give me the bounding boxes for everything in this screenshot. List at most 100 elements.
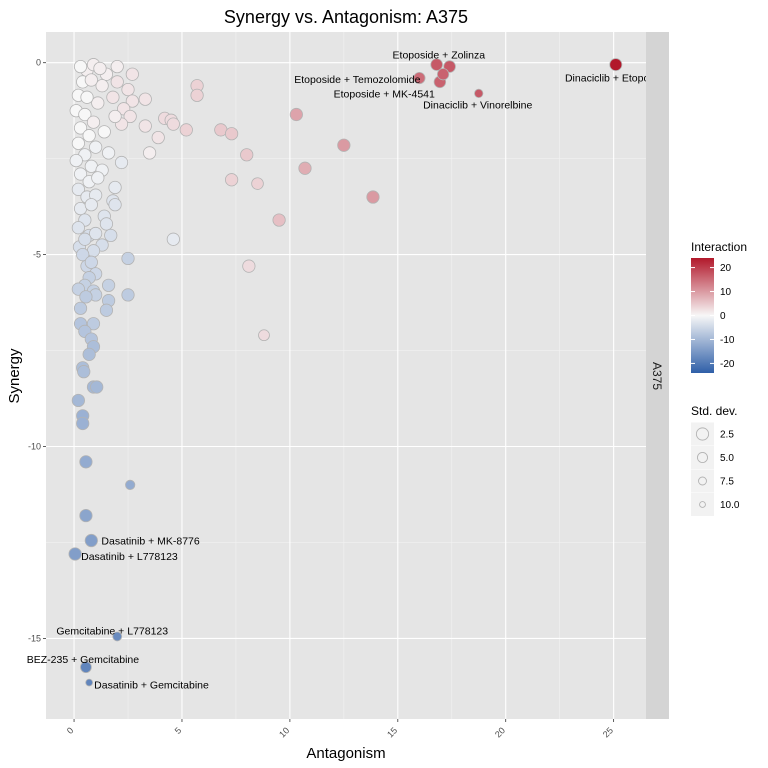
size-key-label: 7.5 xyxy=(720,477,734,488)
colorbar-label: 0 xyxy=(720,311,726,322)
annotation-label: Dasatinib + Gemcitabine xyxy=(94,679,209,691)
facet-label: A375 xyxy=(650,362,664,390)
size-key-box xyxy=(691,446,714,469)
data-point xyxy=(251,177,264,190)
data-point xyxy=(108,109,122,124)
data-point xyxy=(240,148,254,162)
data-point xyxy=(79,508,93,523)
x-tick-label: 0 xyxy=(65,725,76,736)
x-axis-title: Antagonism xyxy=(306,745,385,762)
x-tick-label: 5 xyxy=(173,725,184,736)
data-point xyxy=(91,171,105,185)
data-point xyxy=(106,90,120,104)
data-point xyxy=(97,125,111,139)
grid-lines xyxy=(46,32,646,719)
data-point xyxy=(73,121,88,135)
data-point xyxy=(99,303,114,317)
data-point xyxy=(68,547,82,561)
data-point xyxy=(82,347,96,361)
x-axis: 0 5 10 15 20 25 xyxy=(65,719,615,739)
data-point xyxy=(76,248,90,262)
data-point xyxy=(77,365,91,379)
data-point xyxy=(151,130,165,145)
data-point xyxy=(71,221,85,235)
size-key-box xyxy=(691,469,714,493)
size-key-box xyxy=(691,493,714,516)
data-point xyxy=(73,301,88,315)
data-point xyxy=(110,59,124,74)
data-point xyxy=(69,153,83,168)
size-key-symbol xyxy=(698,476,707,486)
size-key-label: 5.0 xyxy=(720,453,734,464)
data-point xyxy=(337,138,351,152)
data-point xyxy=(138,92,152,106)
data-point xyxy=(78,107,92,122)
data-point xyxy=(190,88,204,102)
x-tick-label: 25 xyxy=(601,725,615,739)
stddev-legend: Std. dev. 2.5 5.0 7.5 10.0 xyxy=(691,404,740,516)
data-point xyxy=(101,278,116,292)
data-point xyxy=(85,678,94,687)
data-point xyxy=(437,68,450,81)
colorbar-label: 20 xyxy=(720,263,732,274)
data-point xyxy=(73,167,88,181)
y-axis-title: Synergy xyxy=(6,348,23,404)
data-point xyxy=(76,416,90,431)
data-point xyxy=(125,67,139,81)
annotation-label: Dinaciclib + Etoposide xyxy=(565,73,669,85)
data-point xyxy=(71,136,85,150)
data-point xyxy=(609,58,623,72)
data-point xyxy=(93,61,107,76)
size-key-box xyxy=(691,422,714,446)
x-tick-label: 10 xyxy=(277,725,291,739)
data-point xyxy=(82,129,96,143)
y-tick-label: 0 xyxy=(36,58,41,68)
data-point xyxy=(112,631,123,642)
data-point xyxy=(79,455,93,469)
data-point xyxy=(84,198,98,212)
data-point xyxy=(121,82,135,97)
data-point xyxy=(84,533,98,548)
data-point xyxy=(121,251,135,266)
data-point xyxy=(84,73,98,87)
size-key-symbol xyxy=(696,451,709,464)
size-key-label: 2.5 xyxy=(720,430,734,441)
data-point xyxy=(71,182,85,196)
data-point xyxy=(73,59,88,74)
annotation-label: Dasatinib + L778123 xyxy=(81,551,178,563)
data-point xyxy=(104,228,118,243)
data-point xyxy=(125,94,139,108)
interaction-colorbar xyxy=(691,258,714,373)
x-tick-label: 15 xyxy=(385,725,399,739)
data-point xyxy=(89,140,103,154)
y-tick-label: -15 xyxy=(28,633,41,643)
data-points xyxy=(68,58,623,687)
annotation-label: Etoposide + MK-4541 xyxy=(334,89,435,101)
data-point xyxy=(258,329,270,342)
data-point xyxy=(242,259,256,273)
data-point xyxy=(123,109,137,124)
y-axis: 0 -5 -10 -15 xyxy=(28,58,46,643)
size-key-symbol xyxy=(695,427,710,441)
data-point xyxy=(79,290,93,304)
data-point xyxy=(413,71,426,85)
data-point xyxy=(121,288,135,302)
point-annotations: Etoposide + Zolinza Etoposide + Temozolom… xyxy=(27,50,669,692)
data-point xyxy=(91,96,105,110)
data-point xyxy=(110,75,124,89)
colorbar-label: -20 xyxy=(720,359,735,370)
data-point xyxy=(225,173,239,187)
data-point xyxy=(179,123,193,137)
data-point xyxy=(86,317,101,331)
data-point xyxy=(71,393,85,408)
colorbar-label: -10 xyxy=(720,335,735,346)
data-point xyxy=(80,661,92,674)
data-point xyxy=(272,213,286,227)
y-tick-label: -5 xyxy=(33,250,41,260)
data-point xyxy=(142,146,157,160)
data-point xyxy=(138,119,152,133)
data-point xyxy=(86,115,101,129)
annotation-label: Dasatinib + MK-8776 xyxy=(101,536,200,548)
annotation-label: BEZ-235 + Gemcitabine xyxy=(27,654,140,666)
